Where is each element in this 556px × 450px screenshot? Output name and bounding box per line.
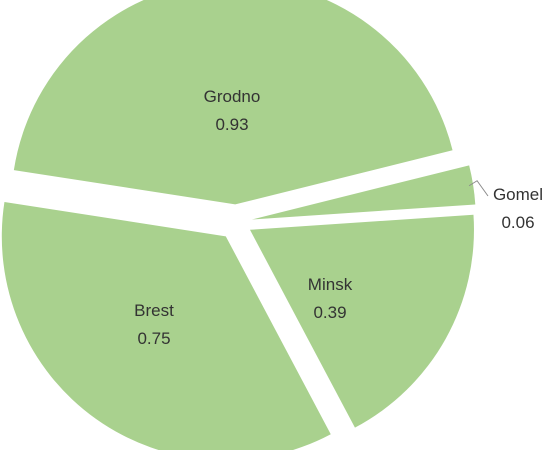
pie-slice-brest bbox=[1, 202, 331, 450]
slice-label-name-grodno: Grodno bbox=[204, 87, 261, 106]
pie-labels: Gomel 0.06 Minsk 0.39 Brest 0.75 Grodno 0.93 bbox=[134, 87, 543, 348]
pie-slice-grodno bbox=[13, 0, 453, 205]
slice-label-value-brest: 0.75 bbox=[137, 329, 170, 348]
slice-label-value-grodno: 0.93 bbox=[215, 115, 248, 134]
slice-label-name-gomel: Gomel bbox=[493, 185, 543, 204]
pie-slice-gomel bbox=[251, 165, 476, 220]
pie-leader-lines bbox=[468, 180, 489, 197]
pie-slice-minsk bbox=[249, 214, 474, 428]
pie-slices bbox=[1, 0, 476, 450]
slice-label-name-brest: Brest bbox=[134, 301, 174, 320]
slice-label-name-minsk: Minsk bbox=[308, 275, 353, 294]
leader-line-gomel bbox=[468, 180, 489, 197]
slice-label-value-minsk: 0.39 bbox=[313, 303, 346, 322]
slice-label-value-gomel: 0.06 bbox=[501, 213, 534, 232]
